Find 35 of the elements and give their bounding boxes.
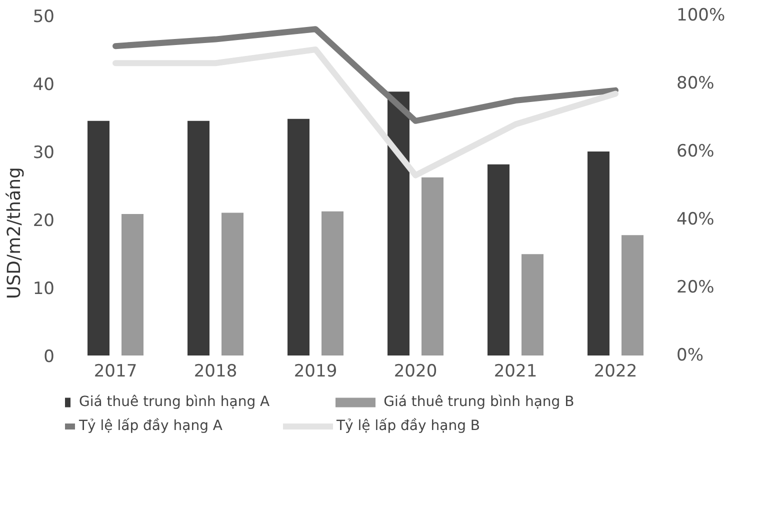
bar: [222, 212, 244, 356]
bar: [288, 118, 310, 356]
legend-label: Tỷ lệ lấp đầy hạng B: [336, 418, 480, 434]
y-tick-label: 50: [32, 7, 55, 27]
y2-tick-label: 80%: [676, 74, 714, 94]
bar: [622, 235, 644, 356]
y-tick-label: 40: [32, 75, 55, 95]
y2-tick-label: 60%: [676, 142, 714, 162]
bar: [322, 211, 344, 356]
x-tick-label: 2018: [194, 362, 238, 382]
x-tick-label: 2019: [294, 362, 338, 382]
legend-label: Giá thuê trung bình hạng A: [79, 394, 270, 410]
bar: [588, 152, 610, 356]
y2-tick-label: 40%: [676, 210, 714, 230]
bar: [122, 214, 144, 356]
x-tick-label: 2021: [494, 362, 538, 382]
y2-tick-label: 100%: [676, 6, 726, 26]
y-tick-label: 30: [32, 143, 55, 163]
bar: [522, 254, 544, 356]
bar: [88, 120, 110, 356]
x-tick-label: 2020: [394, 362, 438, 382]
y2-tick-label: 0%: [676, 346, 704, 366]
bar: [422, 177, 444, 356]
bar: [188, 120, 210, 356]
x-tick-label: 2017: [94, 362, 138, 382]
y2-tick-label: 20%: [676, 278, 714, 298]
legend-label: Tỷ lệ lấp đầy hạng A: [79, 418, 222, 434]
y-axis-title: USD/m2/tháng: [4, 167, 25, 299]
legend-label: Giá thuê trung bình hạng B: [384, 394, 574, 410]
x-tick-label: 2022: [594, 362, 638, 382]
bar: [488, 164, 510, 356]
y-tick-label: 10: [32, 279, 55, 299]
y-tick-label: 0: [44, 347, 55, 367]
bar: [388, 92, 410, 356]
y-tick-label: 20: [32, 211, 55, 231]
